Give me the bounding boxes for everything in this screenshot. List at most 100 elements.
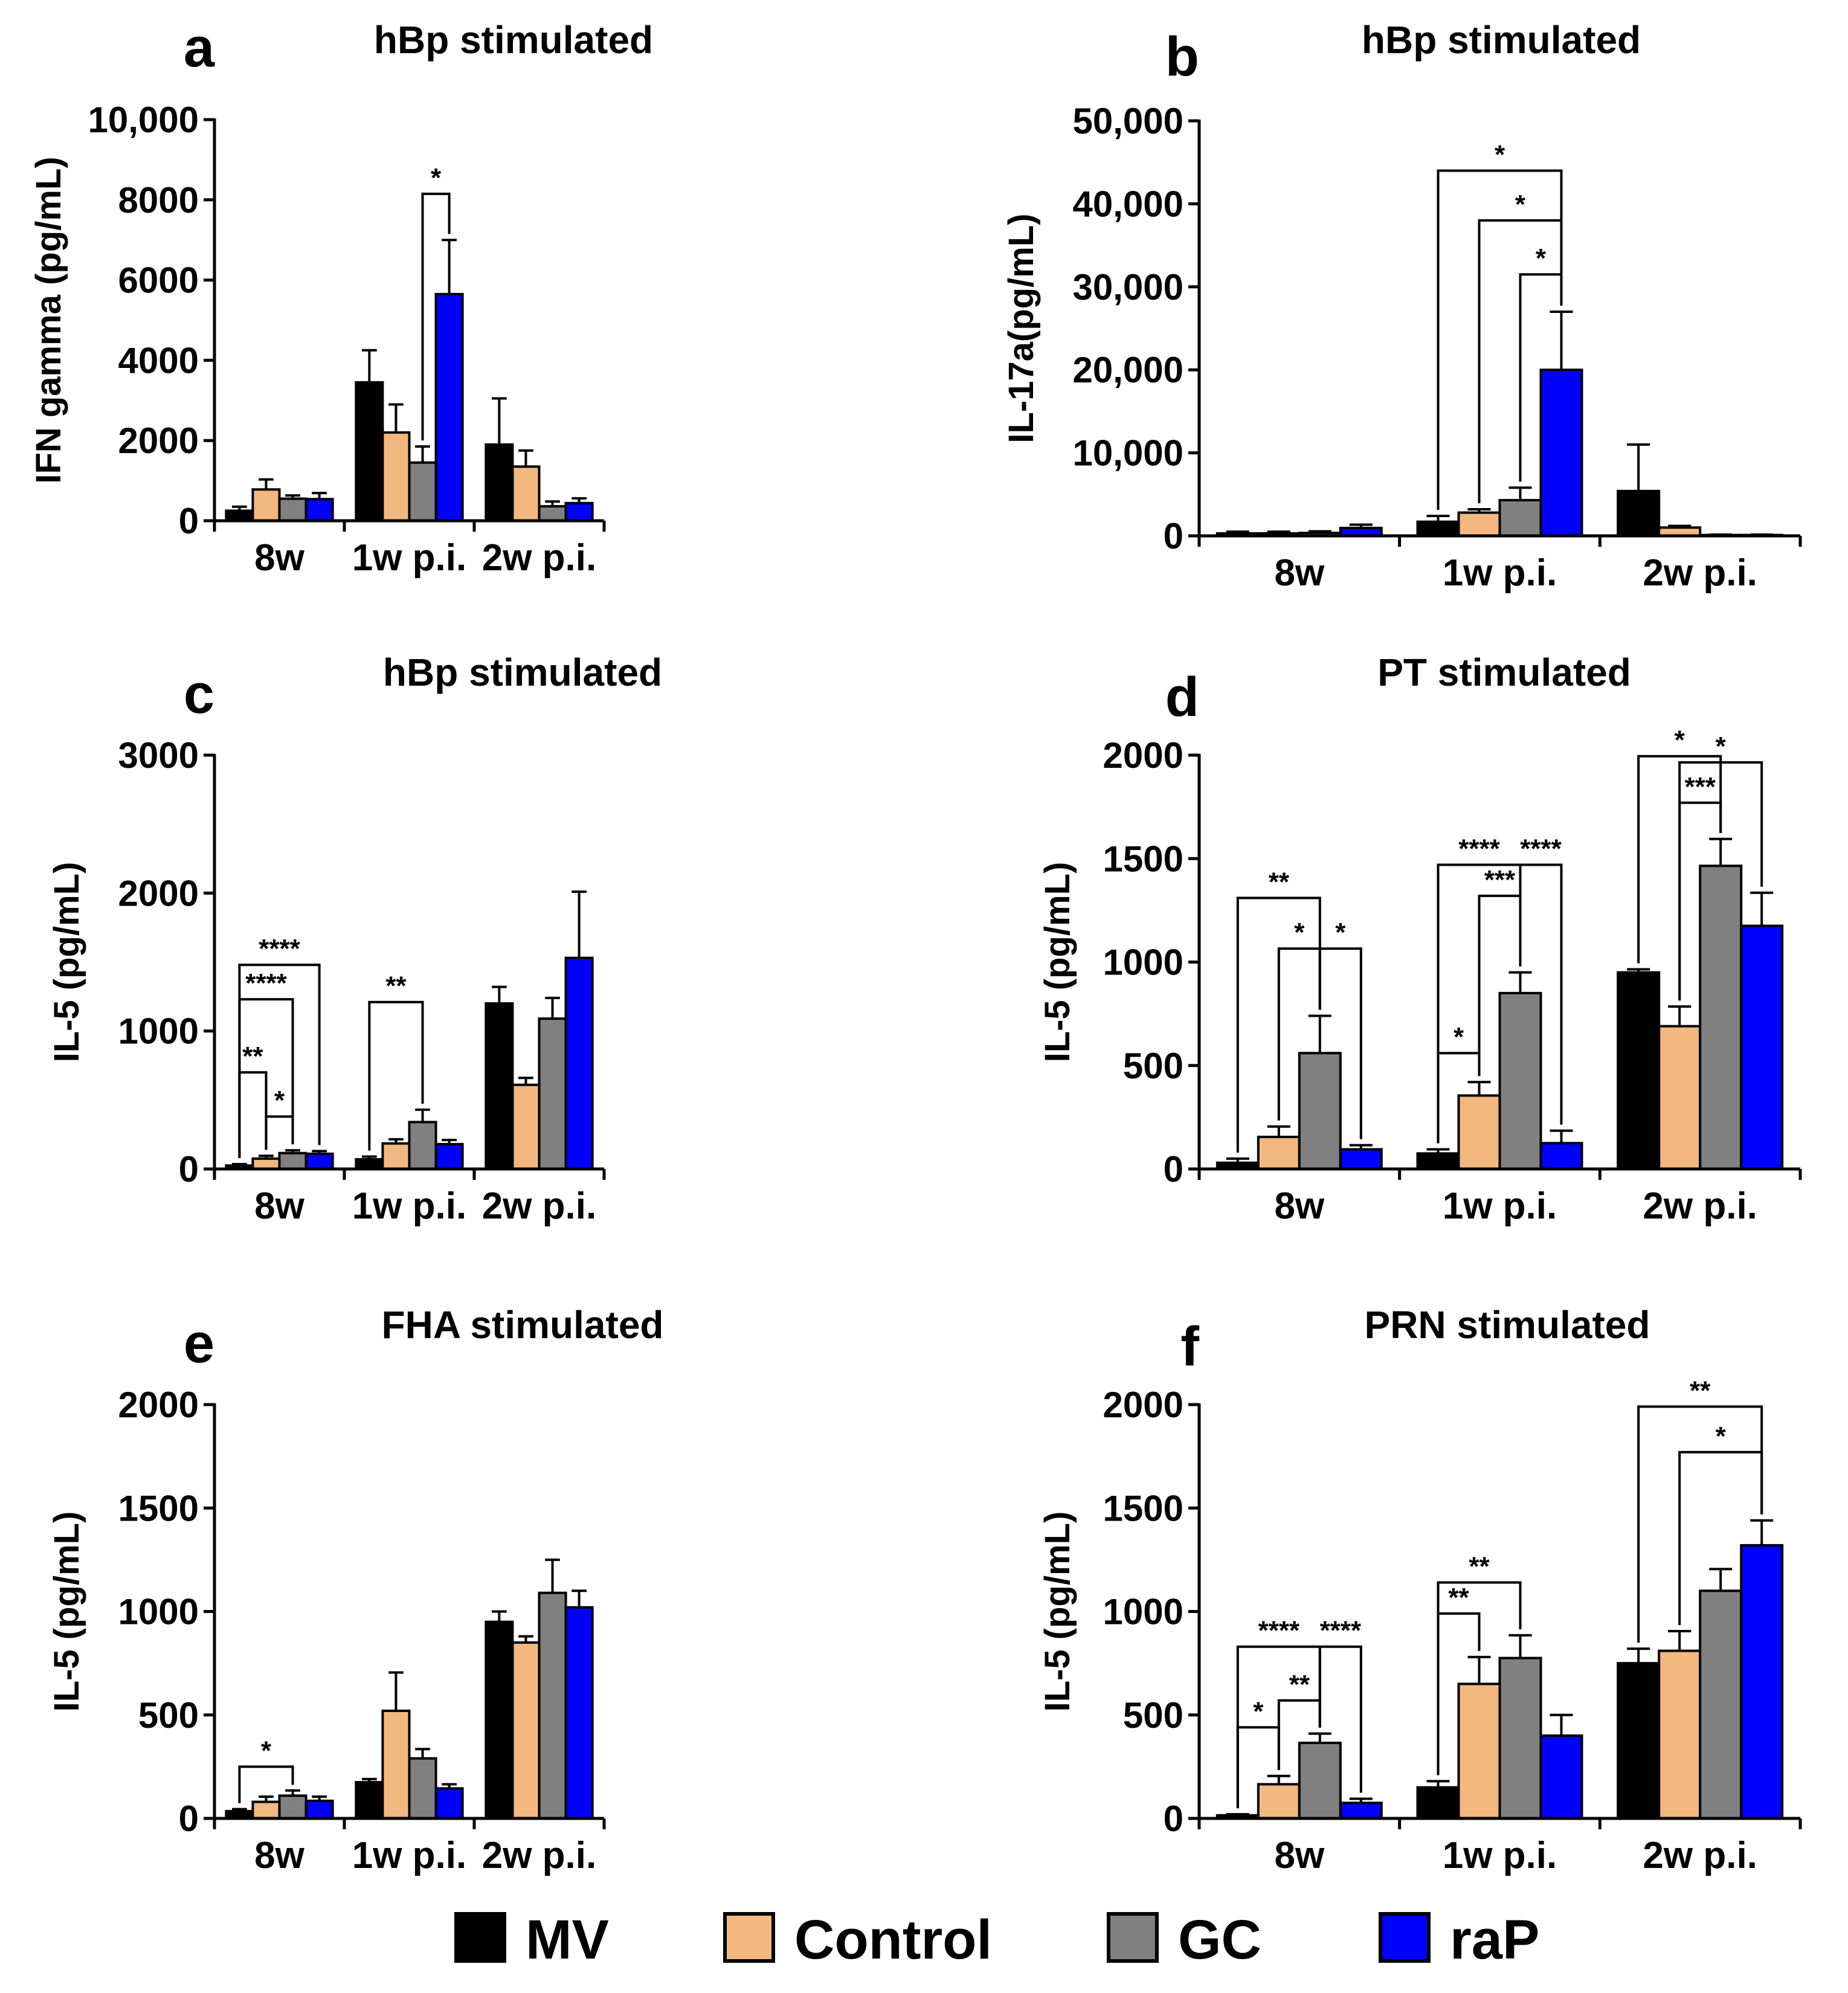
panel-e: e FHA stimulated IL-5 (pg/mL) 0 500 1000 1500 2… [47,1303,664,1876]
significance-label: **** [259,934,300,964]
panel-letter: b [1165,26,1199,88]
y-axis-label: IFN gamma (pg/mL) [29,156,68,483]
bar-rap [1339,1801,1383,1820]
significance-bracket [1637,755,1722,964]
significance-label: ** [385,971,407,1001]
legend-label-control: Control [794,1909,992,1971]
significance-label: ** [1469,1552,1490,1582]
bar-rap [434,1142,464,1171]
x-tick-label: 8w [1274,1185,1324,1227]
y-tick-label: 2000 [1103,1385,1183,1425]
y-tick-label: 10,000 [1072,433,1183,474]
y-tick-label: 50,000 [1072,101,1183,141]
bar-gc [408,1121,437,1171]
y-tick-label: 40,000 [1072,184,1183,224]
legend-swatch-control [723,1912,775,1963]
y-axis-label: IL-5 (pg/mL) [47,1512,86,1712]
bar-control [511,465,541,522]
x-tick-label: 1w p.i. [352,537,466,579]
bar-control [251,488,281,523]
significance-label: * [1253,1696,1264,1726]
bar-gc [1498,1657,1542,1820]
significance-label: * [1716,1422,1727,1451]
significance-label: *** [1684,772,1716,802]
bar-rap [304,1152,334,1170]
bar-mv [1617,971,1661,1170]
bar-rap [434,1787,464,1820]
significance-label: * [1515,190,1526,219]
significance-bracket [1318,947,1362,1139]
significance-bracket [238,1765,294,1803]
bar-control [1457,1682,1501,1820]
x-tick-label: 1w p.i. [1443,552,1557,594]
panel-letter: a [184,17,215,79]
significance-bracket [1236,1726,1280,1809]
bar-control [511,1641,541,1820]
x-tick-label: 1w p.i. [1443,1835,1557,1876]
x-tick-label: 1w p.i. [1443,1185,1557,1227]
y-tick-label: 1000 [118,1592,199,1632]
significance-label: *** [1484,865,1516,895]
bar-rap [1740,1544,1784,1820]
x-tick-label: 8w [254,1835,304,1876]
significance-bracket [1519,273,1563,482]
significance-label: * [1536,243,1547,273]
y-tick-label: 30,000 [1072,267,1183,307]
significance-label: * [261,1736,272,1765]
panel-title: hBp stimulated [1362,18,1641,62]
bar-control [381,431,411,522]
panel-title: hBp stimulated [383,651,662,694]
bar-mv [1416,520,1460,538]
y-tick-label: 500 [138,1695,199,1736]
panel-d: d PT stimulated IL-5 (pg/mL) 0 500 1000 1500 20… [1038,651,1802,1227]
bar-gc [1298,1052,1342,1170]
x-tick-label: 2w p.i. [482,537,596,579]
x-tick-label: 8w [254,1185,304,1227]
significance-label: * [1294,918,1305,947]
panel-title: PRN stimulated [1365,1303,1650,1347]
bar-control [1658,1649,1702,1820]
bar-gc [1298,1741,1342,1820]
bar-gc [538,505,567,523]
significance-label: * [1675,726,1685,755]
panel-title: FHA stimulated [382,1303,664,1347]
significance-bracket [265,1115,294,1150]
y-axis-label: IL-5 (pg/mL) [1038,1512,1077,1712]
y-axis-label: IL-5 (pg/mL) [47,862,86,1063]
bar-rap [434,292,464,522]
x-tick-label: 8w [1274,1835,1324,1876]
significance-label: **** [245,968,287,998]
bar-gc [1498,498,1542,538]
significance-label: * [274,1086,285,1115]
significance-label: **** [1258,1616,1300,1646]
y-tick-label: 2000 [1103,735,1183,776]
y-tick-label: 8000 [118,180,199,221]
y-tick-label: 0 [179,1149,199,1190]
panel-b: b hBp stimulated IL-17a(pg/mL) 0 10,000 20,00… [1002,18,1802,594]
y-tick-label: 0 [1164,516,1183,556]
bar-gc [408,461,437,522]
bar-mv [485,1620,514,1820]
bar-mv [485,1002,514,1170]
bar-mv [1416,1152,1460,1170]
panel-a: a hBp stimulated IFN gamma (pg/mL) 0 2000 400… [29,17,653,579]
y-tick-label: 2000 [118,873,199,913]
y-tick-label: 1500 [1103,1488,1183,1528]
panel-letter: e [184,1313,214,1374]
significance-label: ** [242,1042,263,1071]
x-tick-label: 2w p.i. [482,1185,596,1227]
bar-control [1257,1783,1301,1820]
bar-mv [1617,489,1661,538]
significance-bracket [1318,1645,1362,1793]
bar-control [1257,1135,1301,1170]
y-tick-label: 0 [1164,1149,1183,1190]
panel-title: PT stimulated [1377,651,1631,694]
bar-mv [355,1781,384,1820]
bar-rap [564,501,594,522]
bar-rap [564,956,594,1171]
significance-bracket [368,1000,424,1151]
panel-c: c hBp stimulated IL-5 (pg/mL) 0 1000 2000 3000… [47,651,662,1227]
bar-control [1658,1025,1702,1171]
y-tick-label: 6000 [118,260,199,301]
bar-rap [1539,1734,1583,1820]
